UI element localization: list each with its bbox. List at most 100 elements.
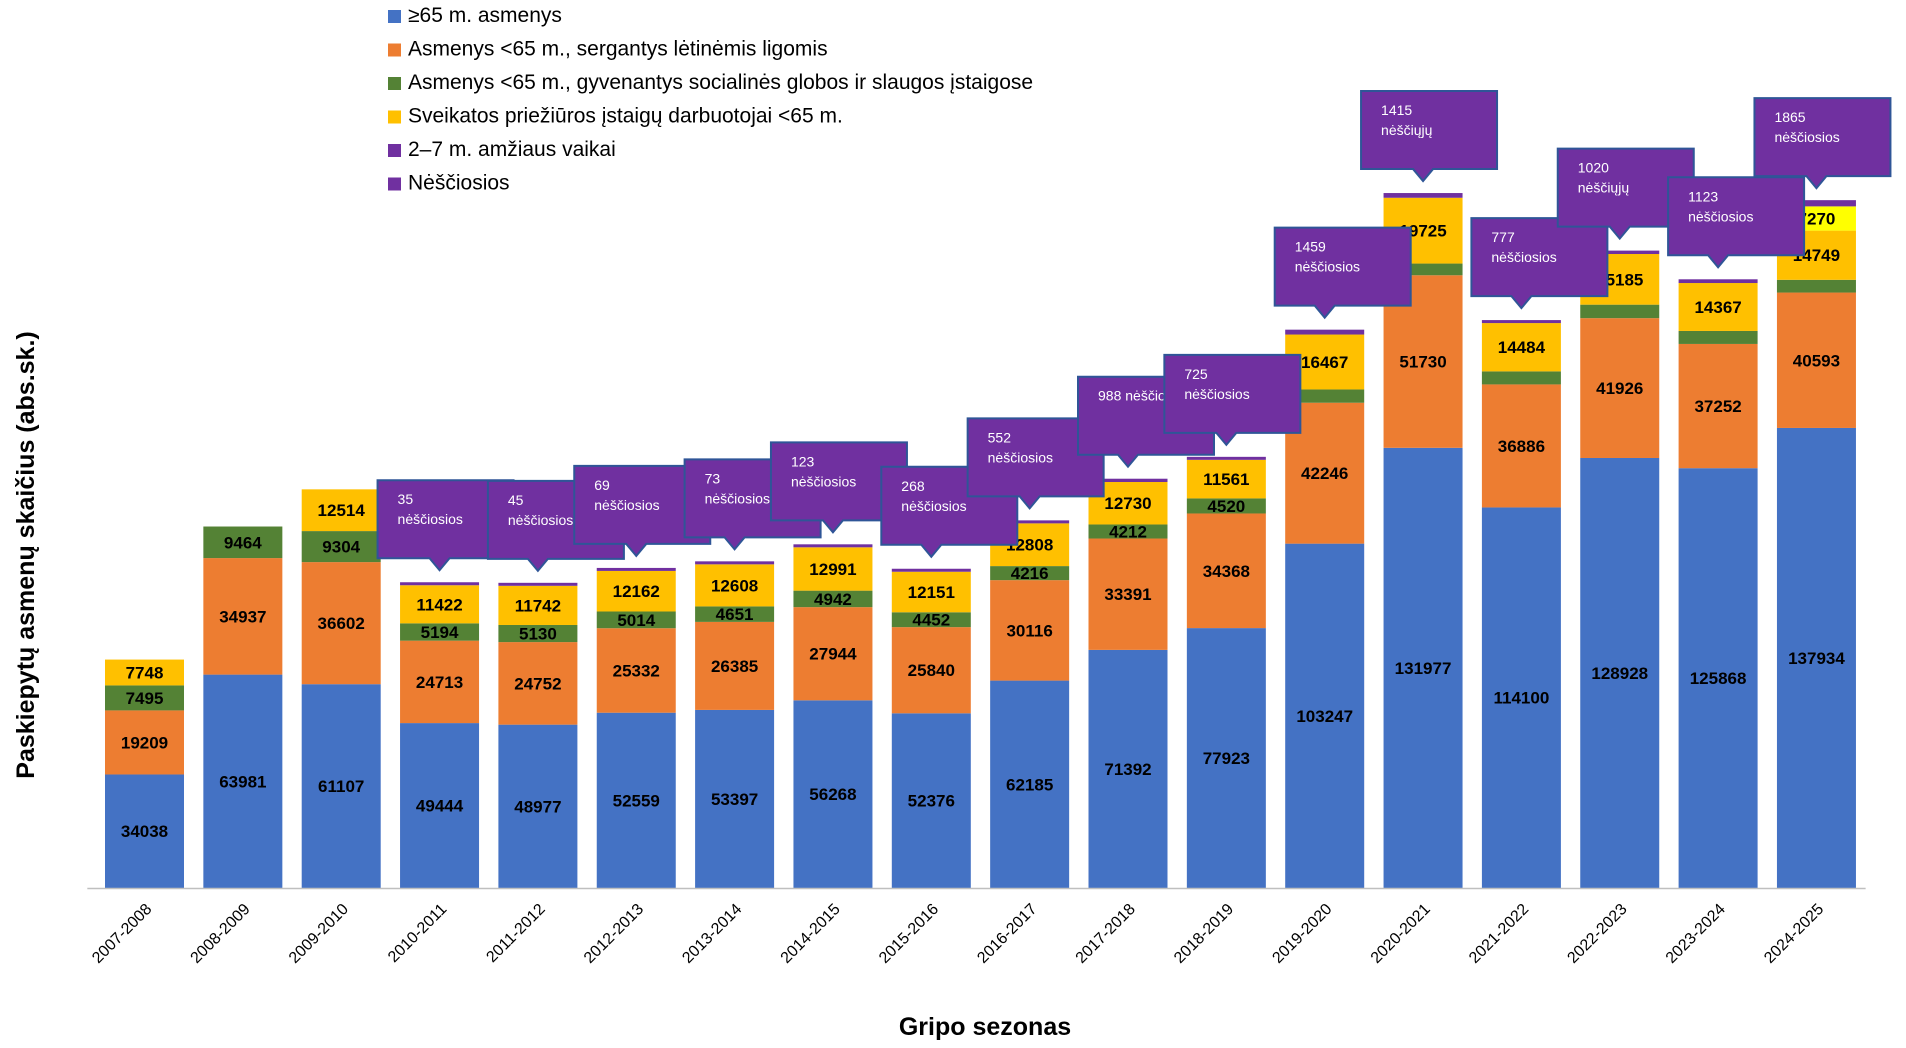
bar-stack-2018-2019: 77923 34368 4520 11561	[1186, 456, 1266, 888]
bar-segment-3	[793, 590, 873, 608]
bar-segment-2	[596, 628, 676, 713]
bar-segment-1	[105, 774, 184, 888]
data-label: 19209	[121, 733, 168, 752]
bar-segment-6	[1088, 478, 1168, 483]
bar-segment-1	[990, 680, 1070, 888]
x-tick-label: 2007-2008	[89, 901, 155, 967]
data-label: 25840	[908, 661, 955, 680]
bar-segment-1	[891, 713, 971, 888]
callout-box	[1556, 147, 1695, 241]
data-label: 52559	[613, 791, 660, 810]
bar-segment-6	[400, 582, 480, 586]
x-tick-label: 2018-2019	[1171, 901, 1237, 967]
bar-segment-3	[1285, 389, 1365, 403]
callout-box	[1470, 217, 1609, 310]
bar-segment-1	[1776, 427, 1856, 888]
bar-segment-1	[1285, 543, 1365, 888]
data-label: 12730	[1104, 494, 1151, 513]
x-tick-label: 2019-2020	[1269, 901, 1335, 967]
data-label: 7495	[126, 689, 164, 708]
bar-segment-3	[105, 685, 184, 711]
data-label: 4942	[814, 590, 852, 609]
bar-segment-2	[105, 710, 184, 775]
bar-segment-4	[596, 570, 676, 612]
data-label: 4212	[1109, 522, 1147, 541]
callout-text: nėščiosios	[1688, 208, 1753, 224]
bar-segment-4	[498, 585, 578, 625]
data-label: 12991	[809, 560, 856, 579]
data-label: 5130	[519, 625, 557, 644]
data-label: 48977	[514, 797, 561, 816]
pregnant-callouts: 35 nėščiosios 45 nėščiosios 69 nėščiosios 73 nė…	[376, 90, 1892, 573]
callout-2016-2017: 552 nėščiosios	[966, 417, 1105, 510]
bar-segment-6	[498, 582, 578, 586]
data-label: 27944	[809, 645, 857, 664]
bar-stack-2023-2024: 125868 37252 14367	[1678, 279, 1758, 888]
bar-stack-2007-2008: 34038 19209 7495 7748	[105, 659, 184, 888]
bar-stack-2013-2014: 53397 26385 4651 12608	[695, 561, 775, 888]
legend-entry: Sveikatos priežiūros įstaigų darbuotojai…	[408, 105, 843, 128]
callout-text: nėščiųjų	[1578, 180, 1630, 196]
callout-text: 1020	[1578, 160, 1609, 176]
x-tick-label: 2022-2023	[1564, 901, 1630, 967]
data-label: 128928	[1591, 664, 1648, 683]
callout-text: 123	[791, 453, 815, 469]
data-label: 125868	[1690, 669, 1747, 688]
data-label: 4520	[1207, 497, 1245, 516]
legend-swatch	[388, 10, 401, 23]
bar-stack-2010-2011: 49444 24713 5194 11422	[400, 582, 480, 888]
data-label: 77923	[1203, 749, 1250, 768]
callout-text: nėščiosios	[1184, 386, 1249, 402]
x-tick-label: 2023-2024	[1663, 901, 1729, 967]
callout-2024-2025: 1865 nėščiosios	[1753, 97, 1892, 190]
bar-segment-3	[1678, 330, 1758, 344]
data-label: 62185	[1006, 775, 1053, 794]
bar-segment-6	[1481, 320, 1561, 324]
callout-2014-2015: 123 nėščiosios	[769, 441, 908, 534]
data-label: 56268	[809, 785, 856, 804]
bar-segment-6	[990, 520, 1070, 524]
callout-text: nėščiosios	[901, 498, 966, 514]
x-tick-label: 2014-2015	[778, 901, 844, 967]
bar-segment-2	[990, 580, 1070, 681]
data-label: 51730	[1399, 353, 1446, 372]
bar-segment-2	[793, 607, 873, 701]
bar-segment-4	[695, 564, 775, 607]
x-tick-label: 2024-2025	[1761, 901, 1827, 967]
data-label: 40593	[1793, 351, 1840, 370]
data-label: 131977	[1395, 659, 1452, 678]
data-label: 53397	[711, 790, 758, 809]
callout-text: 35	[398, 491, 414, 507]
bar-segment-6	[1776, 200, 1856, 207]
callout-text: 1865	[1774, 109, 1805, 125]
callout-text: nėščiosios	[988, 449, 1053, 465]
x-tick-label: 2021-2022	[1466, 901, 1532, 967]
bar-segment-3	[1776, 279, 1856, 293]
bar-segment-1	[1383, 447, 1463, 888]
bar-segment-1	[498, 724, 578, 888]
bar-segment-2	[498, 642, 578, 725]
data-label: 7748	[126, 663, 164, 682]
legend-entry: Asmenys <65 m., sergantys lėtinėmis ligo…	[408, 38, 828, 61]
callout-box	[1163, 353, 1302, 447]
legend-swatch	[388, 110, 401, 124]
callout-text: 1123	[1688, 188, 1718, 204]
data-label: 5194	[421, 623, 459, 642]
data-label: 24752	[514, 674, 561, 693]
data-label: 42246	[1301, 464, 1348, 483]
callout-text: nėščiosios	[791, 473, 856, 489]
data-label: 25332	[613, 661, 660, 680]
bar-segment-6	[1580, 250, 1660, 255]
data-label: 33391	[1104, 585, 1151, 604]
callout-text: nėščiosios	[1295, 259, 1360, 275]
bar-segment-4	[105, 659, 184, 686]
legend-entry: ≥65 m. asmenys	[408, 4, 562, 27]
bar-segment-2	[1580, 318, 1660, 458]
data-label: 14367	[1694, 298, 1741, 317]
bar-segment-2	[1186, 513, 1266, 629]
bars: 34038 19209 7495 7748 63981 34937 9464 61107 366…	[105, 193, 1856, 888]
legend: ≥65 m. asmenys Asmenys <65 m., sergantys …	[388, 4, 1033, 195]
x-tick-label: 2009-2010	[286, 901, 352, 967]
bar-segment-2	[1776, 292, 1856, 428]
